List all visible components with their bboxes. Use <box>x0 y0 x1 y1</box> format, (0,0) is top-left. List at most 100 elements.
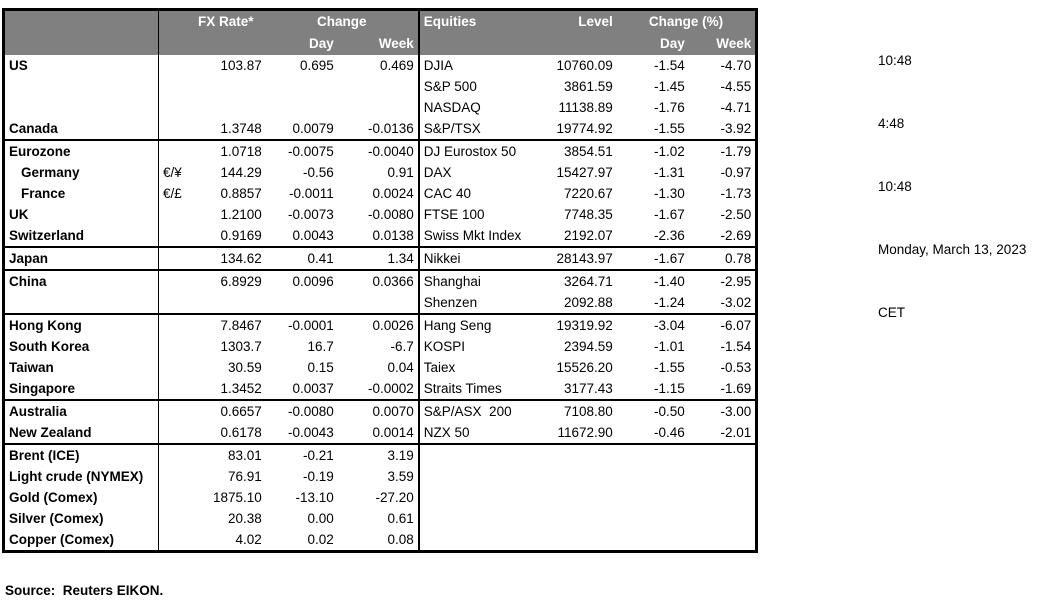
fx-symbol <box>157 76 186 97</box>
table-row-southkorea-kospi: South Korea 1303.7 16.7 -6.7 KOSPI 2394.… <box>4 336 757 357</box>
equity-level: 3264.71 <box>546 269 617 292</box>
fx-change-day: -0.0011 <box>288 186 334 201</box>
equity-level: 11672.90 <box>557 425 613 440</box>
fx-rate: 1.3748 <box>220 121 262 136</box>
fx-change-day: -0.56 <box>303 165 334 180</box>
fx-change-day: -0.0073 <box>287 207 334 222</box>
equity-name: Nikkei <box>417 246 547 270</box>
equity-name: Straits Times <box>417 378 547 400</box>
table-row-uk-ftse: UK 1.2100 -0.0073 -0.0080 FTSE 100 7748.… <box>4 204 757 225</box>
equity-level: 3854.51 <box>546 139 617 162</box>
equity-change-day <box>617 466 689 487</box>
equity-name <box>417 508 547 529</box>
equity-level <box>547 508 617 529</box>
fx-change-day <box>266 97 338 118</box>
fx-change-day: -0.0001 <box>265 313 338 336</box>
equity-name: Shanghai <box>417 269 547 292</box>
header-corner-cell <box>3 9 159 33</box>
equity-name: DJ Eurostox 50 <box>417 139 547 162</box>
fx-change-week: 0.0024 <box>372 186 414 201</box>
fx-rate: 1.3452 <box>220 381 262 396</box>
fx-name: France <box>21 186 66 201</box>
fx-rate: 7.8467 <box>185 313 266 336</box>
table-row-shenzen: Shenzen 2092.88 -1.24 -3.02 <box>4 292 757 314</box>
equity-level: 15427.97 <box>556 165 613 180</box>
commodity-change-week: 0.61 <box>387 511 414 526</box>
fx-name <box>4 292 159 314</box>
fx-name: Japan <box>3 246 159 270</box>
fx-rate: 0.8857 <box>220 186 262 201</box>
equity-level: 7748.35 <box>563 207 613 222</box>
equity-change-day: -1.67 <box>654 207 685 222</box>
equity-change-day: -1.45 <box>654 79 685 94</box>
equity-name: DJIA <box>417 55 547 76</box>
equity-name: S&P/ASX 200 <box>417 399 547 422</box>
commodity-change-week: 3.59 <box>387 469 414 484</box>
equity-change-week <box>689 487 757 508</box>
equity-change-week <box>689 508 757 529</box>
fx-change-week <box>338 97 419 118</box>
equity-name: Swiss Mkt Index <box>417 225 547 247</box>
commodity-name: Copper (Comex) <box>9 532 115 547</box>
fx-symbol <box>157 422 186 444</box>
equity-change-week: -3.00 <box>688 399 757 422</box>
header-blank-5 <box>546 33 617 55</box>
equity-change-week: 0.78 <box>688 246 757 270</box>
commodity-price: 1875.10 <box>212 490 262 505</box>
equity-name: S&P/TSX <box>417 118 547 140</box>
equity-change-week <box>688 443 757 466</box>
table-row-taiwan-taiex: Taiwan 30.59 0.15 0.04 Taiex 15526.20 -1… <box>4 357 757 378</box>
equity-change-week <box>689 529 757 552</box>
equity-level: 11138.89 <box>558 100 613 115</box>
fx-change-day: 0.41 <box>265 246 338 270</box>
fx-change-day: -0.0080 <box>265 399 338 422</box>
equity-name: Taiex <box>417 357 547 378</box>
fx-change-week: -0.0040 <box>337 139 419 162</box>
equity-change-week: -1.79 <box>688 139 757 162</box>
fx-name: Germany <box>21 165 80 180</box>
header-equities: Equities <box>417 9 547 33</box>
equity-level <box>546 443 617 466</box>
fx-change-week: 0.0014 <box>372 425 414 440</box>
commodity-price: 20.38 <box>227 511 262 526</box>
equity-change-week: -1.73 <box>720 186 752 201</box>
equity-change-week: -2.95 <box>688 269 757 292</box>
fx-change-day: 0.0043 <box>292 228 334 243</box>
fx-symbol <box>157 55 186 76</box>
table-row-singapore-straits: Singapore 1.3452 0.0037 -0.0002 Straits … <box>4 378 757 400</box>
header-symbol-cell <box>157 9 186 33</box>
table-row-china-shanghai: China 6.8929 0.0096 0.0366 Shanghai 3264… <box>3 269 757 292</box>
fx-symbol <box>157 292 186 314</box>
equity-change-week: -4.55 <box>720 79 752 94</box>
header-fx-change: Change <box>265 9 419 33</box>
fx-symbol <box>157 508 186 529</box>
equity-change-week: -4.71 <box>720 100 752 115</box>
table-row-gold: Gold (Comex) 1875.10 -13.10 -27.20 <box>4 487 757 508</box>
table-row-japan-nikkei: Japan 134.62 0.41 1.34 Nikkei 28143.97 -… <box>3 246 757 270</box>
equity-change-day <box>616 443 689 466</box>
equity-level: 19319.92 <box>546 313 617 336</box>
fx-change-week <box>338 292 419 314</box>
equity-level <box>547 487 617 508</box>
fx-symbol <box>157 529 186 552</box>
fx-change-day <box>266 76 338 97</box>
commodity-change-day: 0.02 <box>307 532 334 547</box>
timestamp-line-3: 10:48 <box>878 179 912 194</box>
equity-name: S&P 500 <box>417 76 547 97</box>
fx-name: Hong Kong <box>3 313 159 336</box>
equity-level <box>547 466 617 487</box>
commodity-name: Light crude (NYMEX) <box>9 469 144 484</box>
fx-change-week: -0.0002 <box>367 381 414 396</box>
equity-change-day: -1.02 <box>616 139 689 162</box>
timezone-label: CET <box>878 305 905 320</box>
fx-name: New Zealand <box>9 425 92 440</box>
fx-symbol <box>157 336 186 357</box>
fx-symbol <box>157 313 186 336</box>
equity-name <box>417 466 547 487</box>
commodity-change-week: 0.08 <box>387 532 414 547</box>
fx-change-week: 0.0366 <box>337 269 419 292</box>
equity-change-week: -0.53 <box>720 360 752 375</box>
table-row-lightcrude: Light crude (NYMEX) 76.91 -0.19 3.59 <box>4 466 757 487</box>
header-fx-week: Week <box>337 33 419 55</box>
equity-change-week: -3.92 <box>720 121 752 136</box>
